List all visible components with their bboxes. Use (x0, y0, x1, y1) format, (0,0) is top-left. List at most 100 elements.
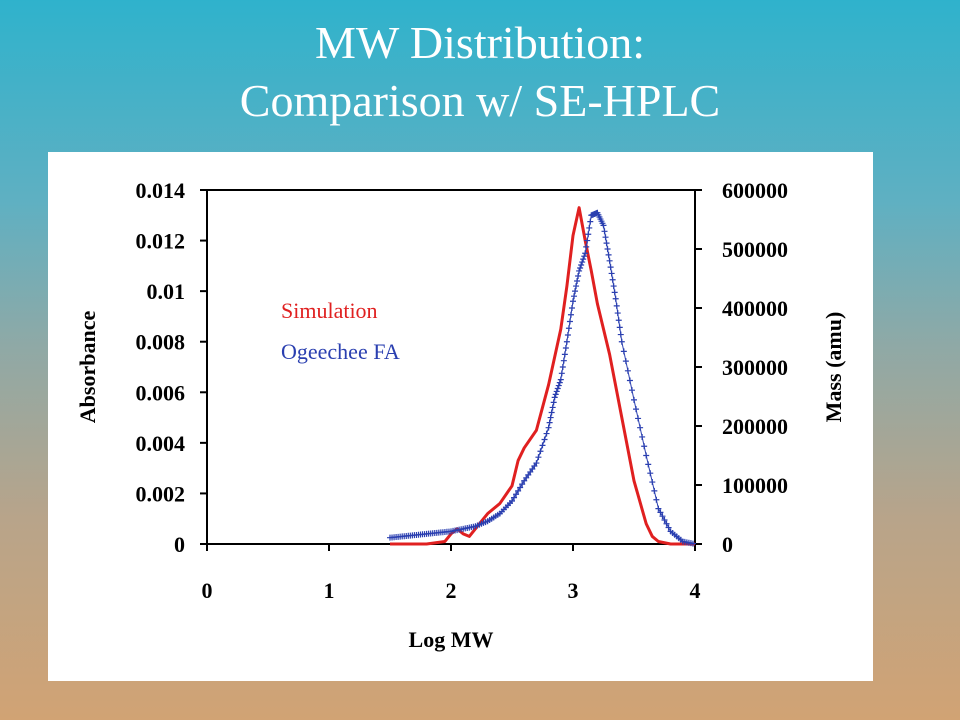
data-point-ogeechee-fa (657, 509, 664, 516)
legend-entry: Simulation (281, 298, 378, 323)
data-point-ogeechee-fa (550, 399, 557, 406)
data-point-ogeechee-fa (612, 295, 619, 302)
data-point-ogeechee-fa (554, 385, 561, 392)
data-point-ogeechee-fa (645, 461, 652, 468)
data-point-ogeechee-fa (610, 283, 617, 290)
data-point-ogeechee-fa (584, 237, 591, 244)
data-point-ogeechee-fa (628, 387, 635, 394)
data-point-ogeechee-fa (615, 317, 622, 324)
data-point-ogeechee-fa (511, 494, 518, 501)
data-point-ogeechee-fa (580, 256, 587, 263)
data-point-ogeechee-fa (641, 443, 648, 450)
data-point-ogeechee-fa (578, 262, 585, 269)
data-point-ogeechee-fa (631, 396, 637, 403)
legend-entry: Ogeechee FA (281, 339, 400, 364)
data-point-ogeechee-fa (519, 481, 526, 488)
y-tick-label: 0 (174, 532, 185, 557)
mw-distribution-chart: 0 0.002 0.004 0.006 0.008 0.01 0.012 0.014 0 1000… (75, 178, 846, 652)
data-point-ogeechee-fa (561, 351, 568, 358)
data-point-ogeechee-fa (553, 388, 560, 395)
chart-panel: 0 0.002 0.004 0.006 0.008 0.01 0.012 0.014 0 1000… (48, 152, 873, 681)
data-point-ogeechee-fa (552, 391, 559, 398)
data-point-ogeechee-fa (622, 358, 629, 365)
data-point-ogeechee-fa (545, 424, 552, 431)
data-point-ogeechee-fa (613, 302, 620, 309)
slide-title: MW Distribution: Comparison w/ SE-HPLC (0, 14, 960, 130)
data-point-ogeechee-fa (665, 524, 672, 531)
data-point-ogeechee-fa (637, 424, 644, 431)
data-point-ogeechee-fa (509, 498, 515, 505)
data-point-ogeechee-fa (608, 270, 615, 277)
y-axis-title: Absorbance (75, 311, 100, 424)
data-point-ogeechee-fa (551, 394, 558, 401)
data-point-ogeechee-fa (606, 257, 613, 264)
x-tick-label: 0 (202, 578, 213, 603)
plot-area-frame (206, 189, 696, 545)
y2-tick-label: 300000 (722, 355, 788, 380)
data-point-ogeechee-fa (581, 253, 588, 260)
data-point-ogeechee-fa (557, 376, 564, 383)
x-axis-title: Log MW (409, 627, 494, 652)
y2-tick-label: 500000 (722, 237, 788, 262)
data-point-ogeechee-fa (543, 430, 550, 437)
data-point-ogeechee-fa (605, 251, 612, 258)
series-line-ogeechee-fa (389, 212, 696, 545)
data-point-ogeechee-fa (603, 240, 610, 247)
data-point-ogeechee-fa (537, 448, 544, 455)
data-point-ogeechee-fa (541, 436, 548, 443)
y-tick-label: 0.006 (136, 380, 186, 405)
data-point-ogeechee-fa (535, 454, 542, 461)
data-point-ogeechee-fa (653, 496, 660, 503)
data-point-ogeechee-fa (609, 276, 616, 283)
y2-axis-title: Mass (amu) (821, 312, 846, 423)
data-point-ogeechee-fa (547, 414, 554, 421)
data-point-ogeechee-fa (548, 409, 555, 416)
data-point-ogeechee-fa (567, 311, 574, 318)
data-point-ogeechee-fa (555, 382, 562, 389)
x-tick-label: 4 (690, 578, 701, 603)
data-point-ogeechee-fa (611, 289, 618, 296)
data-point-ogeechee-fa (601, 228, 608, 235)
y2-tick-label: 600000 (722, 178, 788, 203)
data-point-ogeechee-fa (659, 513, 666, 520)
data-point-ogeechee-fa (626, 377, 633, 384)
y2-tick-label: 400000 (722, 296, 788, 321)
data-point-ogeechee-fa (539, 442, 546, 449)
y-tick-label: 0.01 (147, 279, 186, 304)
data-point-ogeechee-fa (661, 516, 668, 523)
data-point-ogeechee-fa (579, 259, 586, 266)
data-point-ogeechee-fa (558, 370, 565, 377)
data-point-ogeechee-fa (571, 293, 578, 300)
y2-tick-label: 200000 (722, 414, 788, 439)
data-point-ogeechee-fa (577, 264, 584, 271)
data-point-ogeechee-fa (635, 415, 642, 422)
data-point-ogeechee-fa (655, 505, 662, 512)
data-point-ogeechee-fa (568, 305, 575, 311)
data-point-ogeechee-fa (624, 367, 631, 374)
data-point-ogeechee-fa (604, 246, 611, 252)
data-point-ogeechee-fa (513, 491, 520, 498)
data-point-ogeechee-fa (576, 267, 583, 274)
y2-tick-label: 100000 (722, 473, 788, 498)
data-point-ogeechee-fa (663, 520, 670, 527)
data-point-ogeechee-fa (649, 479, 656, 486)
data-point-ogeechee-fa (517, 484, 524, 491)
data-point-ogeechee-fa (549, 404, 556, 411)
y-tick-label: 0.004 (136, 431, 186, 456)
data-point-ogeechee-fa (620, 348, 627, 355)
data-point-ogeechee-fa (533, 460, 540, 467)
slide-title-line1: MW Distribution: (314, 17, 646, 68)
data-point-ogeechee-fa (689, 540, 696, 547)
x-tick-label: 1 (324, 578, 335, 603)
data-point-ogeechee-fa (583, 243, 590, 250)
data-point-ogeechee-fa (614, 310, 621, 317)
y-tick-label: 0.008 (136, 330, 186, 355)
data-point-ogeechee-fa (572, 288, 579, 295)
data-point-ogeechee-fa (564, 331, 571, 338)
data-point-ogeechee-fa (616, 324, 623, 331)
data-point-ogeechee-fa (633, 406, 640, 413)
data-point-ogeechee-fa (546, 419, 553, 426)
data-point-ogeechee-fa (617, 331, 624, 338)
data-point-ogeechee-fa (559, 364, 566, 370)
data-point-ogeechee-fa (556, 379, 563, 386)
